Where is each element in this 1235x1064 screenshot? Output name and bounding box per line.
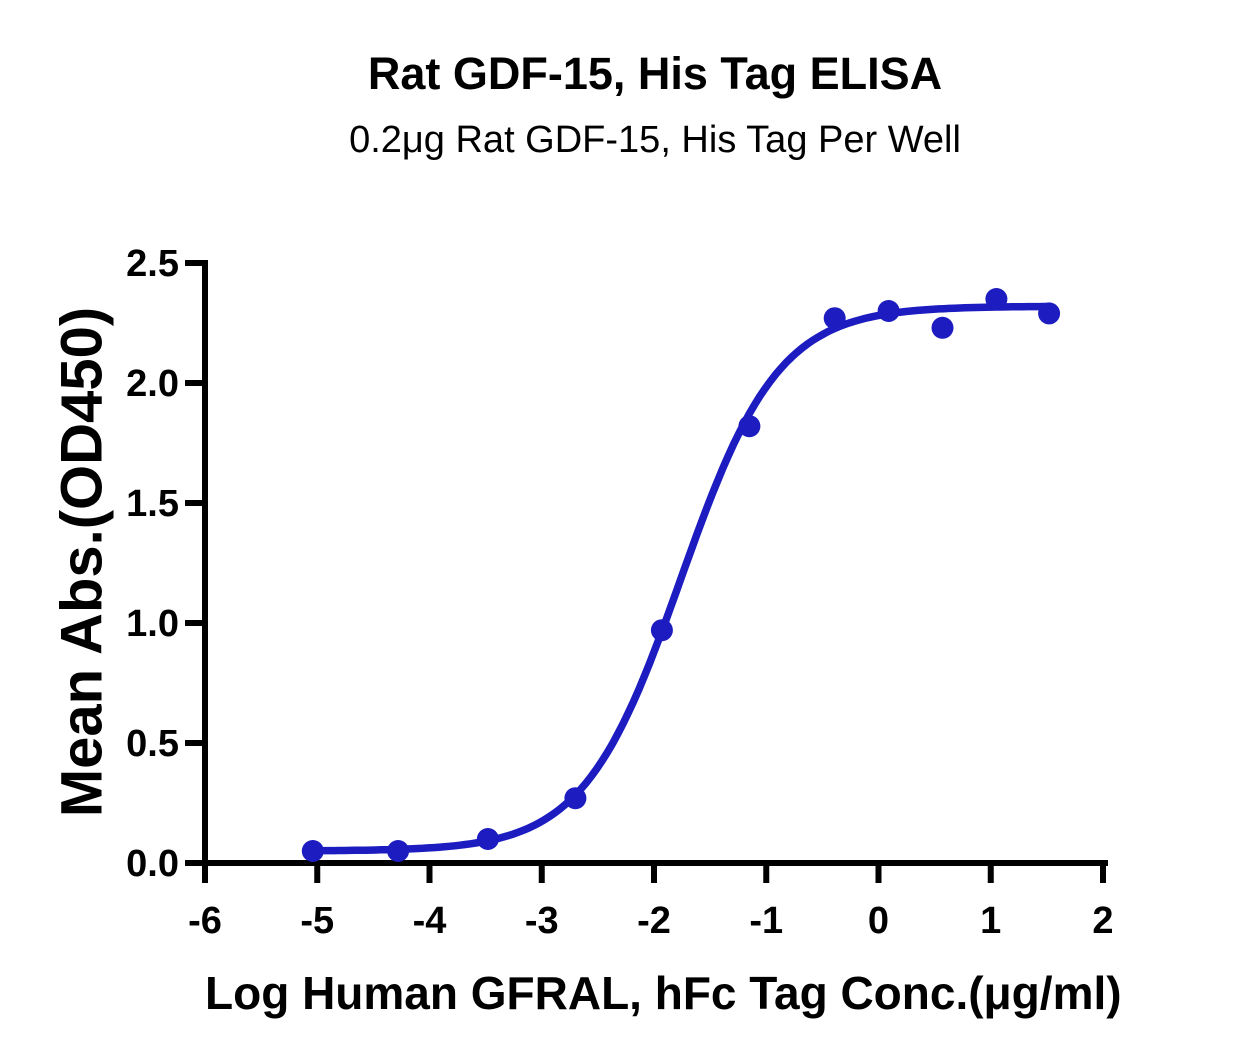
x-tick-label: 1	[980, 900, 1001, 942]
chart-title: Rat GDF-15, His Tag ELISA	[367, 48, 943, 99]
data-point	[650, 619, 673, 642]
y-tick-label: 2.5	[126, 243, 179, 285]
x-tick-label: -6	[188, 900, 222, 942]
x-tick-label: -1	[749, 900, 783, 942]
x-tick-label: 2	[1092, 900, 1113, 942]
y-tick-label: 0.5	[126, 723, 179, 765]
y-tick-label: 0.0	[126, 843, 179, 885]
data-point	[476, 828, 499, 850]
x-tick-label: -3	[525, 900, 559, 942]
data-point	[877, 300, 900, 322]
data-point	[823, 307, 846, 330]
x-tick-label: 0	[868, 900, 889, 942]
chart-header: Rat GDF-15, His Tag ELISA 0.2μg Rat GDF-…	[205, 50, 1105, 162]
chart-subtitle: 0.2μg Rat GDF-15, His Tag Per Well	[349, 119, 961, 161]
data-point	[387, 840, 410, 862]
data-point	[564, 787, 587, 810]
data-point	[738, 415, 761, 438]
x-tick-label: -5	[300, 900, 334, 942]
data-point	[985, 288, 1008, 310]
y-tick-label: 1.5	[126, 483, 179, 525]
fit-curve	[309, 302, 1053, 855]
data-point	[1038, 302, 1061, 325]
y-tick-label: 2.0	[126, 363, 179, 405]
x-tick-label: -2	[637, 900, 671, 942]
data-point	[301, 840, 324, 862]
x-tick-label: -4	[413, 900, 447, 942]
data-point	[931, 316, 954, 339]
y-tick-label: 1.0	[126, 603, 179, 645]
x-axis-label: Log Human GFRAL, hFc Tag Conc.(μg/ml)	[205, 967, 1122, 1019]
